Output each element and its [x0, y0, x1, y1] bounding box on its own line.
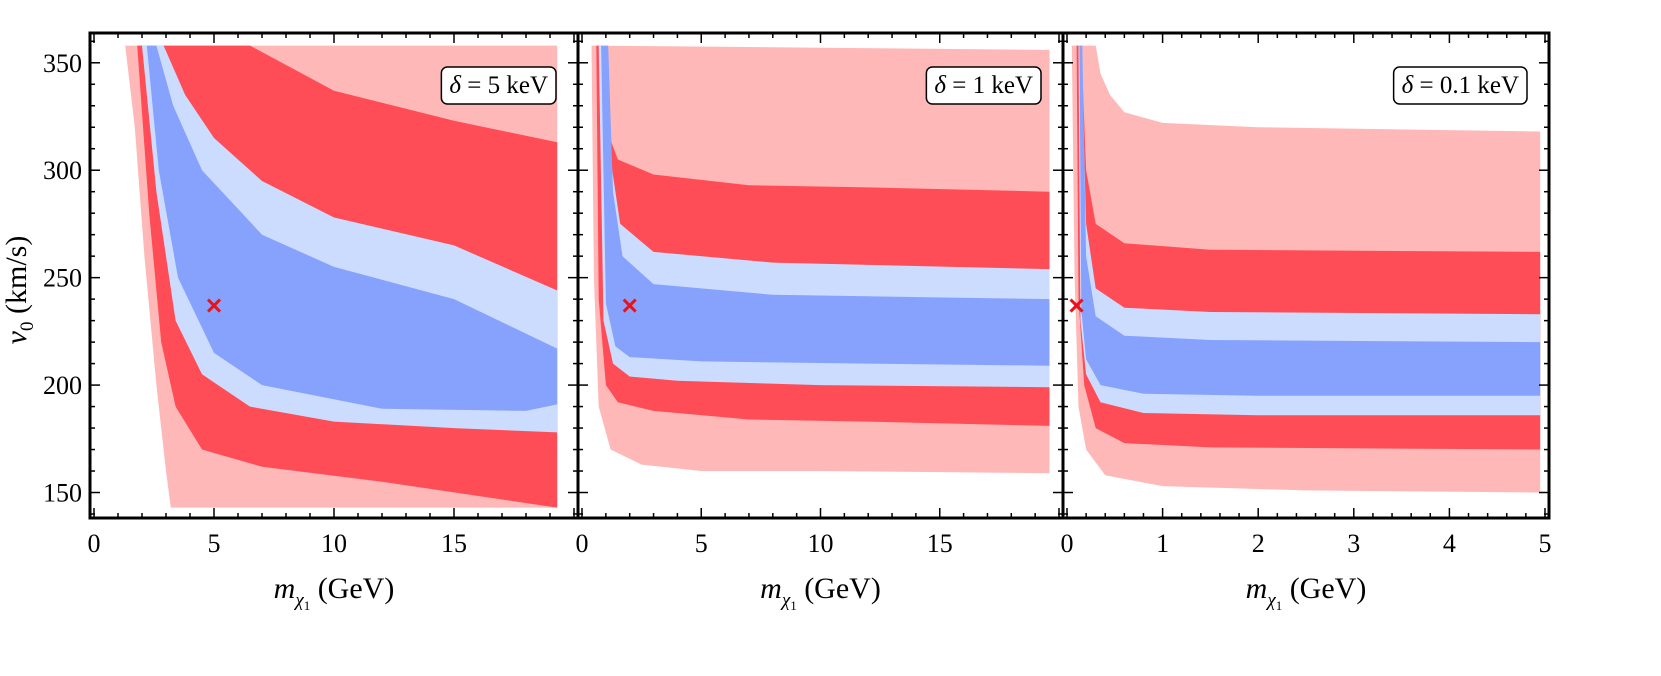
delta-label: δ = 0.1 keV — [1402, 72, 1519, 99]
y-tick-label: 250 — [43, 264, 82, 293]
x-tick-label: 0 — [576, 529, 589, 558]
band-blue — [601, 45, 1050, 366]
delta-label: δ = 1 keV — [934, 72, 1033, 99]
y-tick-label: 150 — [43, 479, 82, 508]
x-tick-label: 3 — [1347, 529, 1360, 558]
svg-text:v0 (km/s): v0 (km/s) — [0, 236, 38, 345]
delta-label: δ = 5 keV — [449, 72, 548, 99]
best-fit-marker — [206, 298, 222, 313]
x-tick-label: 15 — [927, 529, 953, 558]
x-tick-label: 2 — [1252, 529, 1265, 558]
band-blue — [1079, 45, 1541, 396]
delta-label-frame — [925, 66, 1042, 105]
delta-label-box: δ = 5 keV — [440, 66, 557, 105]
panel-frame — [1061, 31, 1551, 520]
bands — [591, 45, 1050, 474]
x-tick-label: 10 — [808, 529, 834, 558]
bands — [1071, 45, 1541, 493]
y-axis-label-sub: 0 — [17, 322, 38, 332]
delta-label-box: δ = 0.1 keV — [1392, 66, 1528, 105]
x-tick-label: 10 — [321, 529, 347, 558]
x-tick-label: 4 — [1443, 529, 1456, 558]
x-tick-label: 1 — [1156, 529, 1169, 558]
delta-label-frame — [1392, 66, 1528, 105]
x-tick-label: 5 — [208, 529, 221, 558]
panel-middle: 0 5 10 15 δ = 1 keV mχ1 (GeV) — [576, 31, 1065, 613]
y-axis-label: v0 (km/s) — [0, 236, 38, 345]
delta-label-box: δ = 1 keV — [925, 66, 1042, 105]
band-light-blue — [1078, 45, 1541, 416]
x-axis-label: mχ1 (GeV) — [760, 572, 881, 613]
x-tick-label: 15 — [441, 529, 467, 558]
x-axis-label: mχ1 (GeV) — [1246, 572, 1367, 613]
y-tick-label: 350 — [43, 49, 82, 78]
panel-left: 0 5 10 15 150 200 250 300 350 δ = 5 keV mχ1 (GeV) — [43, 31, 580, 613]
band-blue — [146, 45, 558, 411]
panel-right: 0 1 2 3 4 5 δ = 0.1 keV mχ1 (GeV) — [1061, 31, 1552, 613]
y-tick-label: 200 — [43, 371, 82, 400]
x-tick-label: 5 — [1539, 529, 1552, 558]
bands — [125, 45, 558, 508]
y-axis-label-unit: (km/s) — [0, 236, 33, 314]
best-fit-marker — [622, 298, 637, 313]
x-tick-label: 0 — [1061, 529, 1074, 558]
best-fit-marker — [1069, 298, 1084, 313]
y-axis-label-var: v — [0, 330, 33, 344]
delta-label-frame — [440, 66, 557, 105]
y-tick-label: 300 — [43, 156, 82, 185]
x-axis-label: mχ1 (GeV) — [274, 572, 395, 613]
x-tick-label: 0 — [88, 529, 101, 558]
x-tick-label: 5 — [695, 529, 708, 558]
